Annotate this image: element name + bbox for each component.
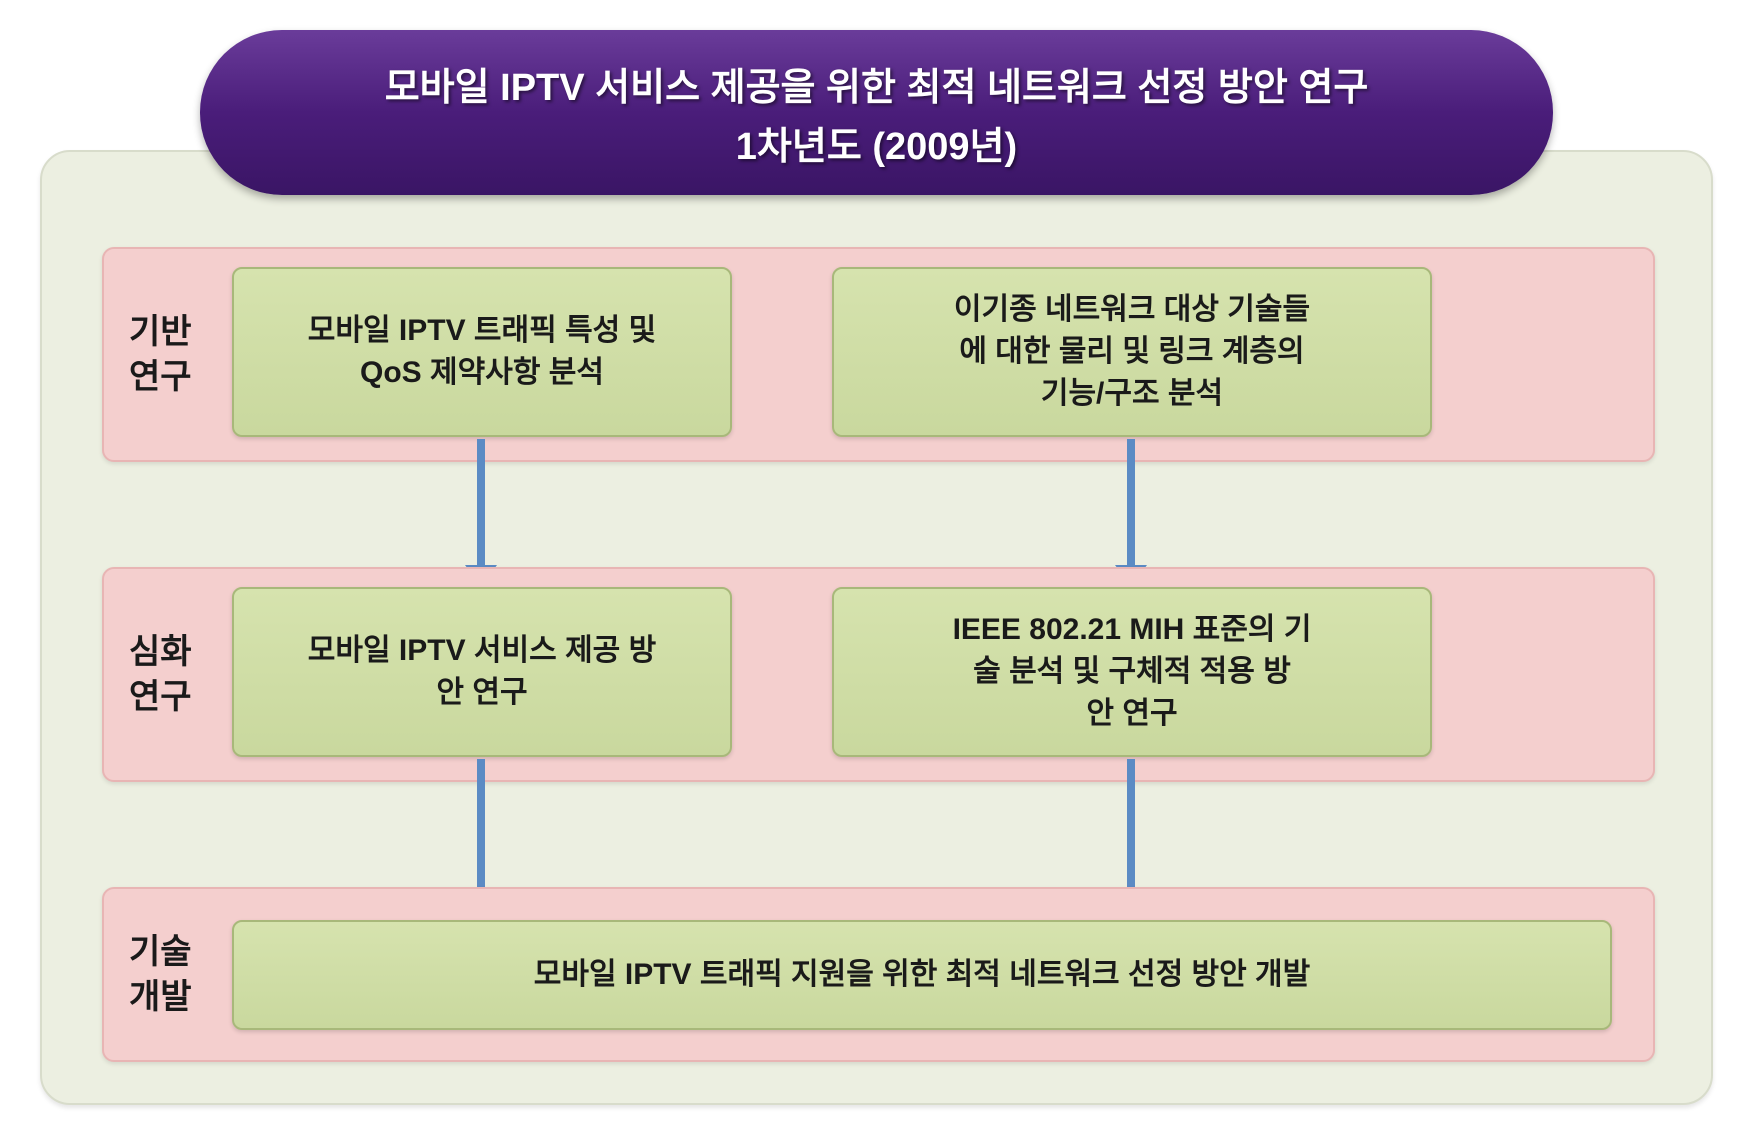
box-iptv-service: 모바일 IPTV 서비스 제공 방안 연구 [232,587,732,757]
box-traffic-qos: 모바일 IPTV 트래픽 특성 및QoS 제약사항 분석 [232,267,732,437]
arrow-2-right [1127,759,1135,901]
box-ieee-mih: IEEE 802.21 MIH 표준의 기술 분석 및 구체적 적용 방안 연구 [832,587,1432,757]
section-label-foundation: 기반연구 [104,310,234,398]
arrow-1-right [1127,439,1135,569]
title-banner: 모바일 IPTV 서비스 제공을 위한 최적 네트워크 선정 방안 연구 1차년… [200,30,1553,195]
box-network-selection: 모바일 IPTV 트래픽 지원을 위한 최적 네트워크 선정 방안 개발 [232,920,1612,1030]
title-line1: 모바일 IPTV 서비스 제공을 위한 최적 네트워크 선정 방안 연구 [385,56,1369,111]
arrow-2-left [477,759,485,901]
section-label-advanced: 심화연구 [104,630,234,718]
section-label-tech-dev: 기술개발 [104,930,234,1018]
title-line2: 1차년도 (2009년) [736,115,1017,170]
flowchart-container: 기반연구 모바일 IPTV 트래픽 특성 및QoS 제약사항 분석 이기종 네트… [40,150,1713,1105]
arrow-1-left [477,439,485,569]
box-heterogeneous-network: 이기종 네트워크 대상 기술들에 대한 물리 및 링크 계층의기능/구조 분석 [832,267,1432,437]
